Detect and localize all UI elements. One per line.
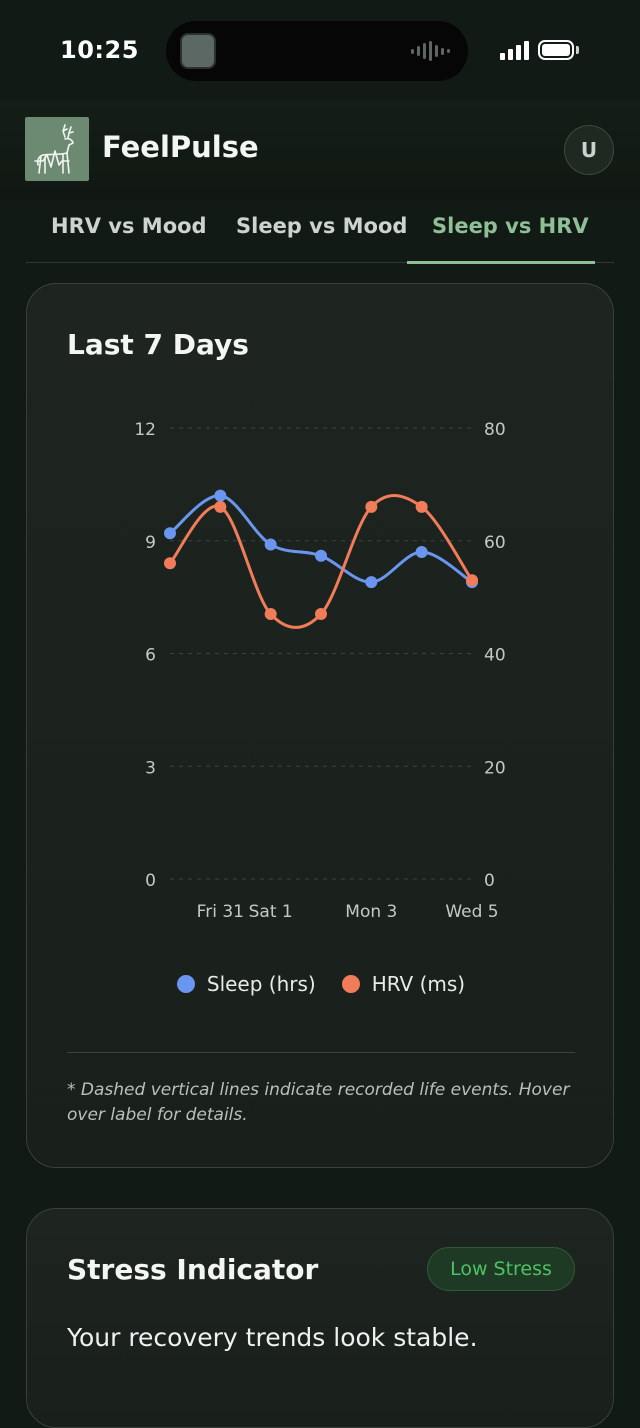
y-right-tick-label: 80	[484, 420, 506, 440]
y-left-tick-label: 6	[145, 646, 156, 666]
user-avatar[interactable]: U	[564, 125, 614, 175]
y-right-tick-label: 60	[484, 533, 506, 553]
audio-waveform-icon	[411, 41, 450, 61]
x-tick-label: Sat 1	[249, 902, 293, 922]
tab-sleep-vs-hrv[interactable]: Sleep vs HRV	[432, 214, 589, 238]
now-playing-thumbnail	[180, 33, 216, 69]
y-left-tick-label: 0	[145, 871, 156, 891]
legend-hrv-dot	[341, 975, 360, 993]
tab-bar: HRV vs Mood Sleep vs Mood Sleep vs HRV	[26, 200, 614, 264]
card-divider	[67, 1052, 575, 1053]
y-right-tick-label: 0	[484, 871, 495, 891]
deer-logo-icon	[25, 117, 89, 181]
data-point-sleep	[415, 546, 428, 559]
data-point-hrv	[214, 500, 227, 513]
data-point-sleep	[164, 527, 176, 540]
x-tick-label: Fri 31	[197, 902, 244, 922]
x-tick-label: Wed 5	[445, 902, 498, 922]
battery-tip	[576, 46, 579, 54]
data-point-hrv	[264, 608, 277, 621]
data-point-sleep	[214, 489, 227, 502]
stress-message: Your recovery trends look stable.	[67, 1323, 478, 1352]
y-left-tick-label: 3	[145, 758, 156, 778]
legend-sleep-dot	[176, 975, 195, 993]
data-point-hrv	[466, 574, 478, 587]
data-point-hrv	[365, 500, 378, 513]
data-point-hrv	[415, 500, 428, 513]
status-time: 10:25	[60, 36, 139, 64]
chart-legend: Sleep (hrs) HRV (ms)	[27, 972, 615, 996]
x-tick-label: Mon 3	[345, 902, 397, 922]
dynamic-island[interactable]	[166, 21, 468, 81]
y-left-tick-label: 9	[145, 533, 156, 553]
app-name: FeelPulse	[102, 130, 259, 164]
legend-sleep-label: Sleep (hrs)	[206, 972, 316, 996]
status-bar: 10:25	[0, 0, 640, 100]
data-point-sleep	[365, 576, 378, 589]
cellular-signal-icon	[500, 40, 529, 60]
legend-hrv-label: HRV (ms)	[371, 972, 466, 996]
stress-card: Stress Indicator Low Stress Your recover…	[26, 1208, 614, 1428]
legend-item-hrv[interactable]: HRV (ms)	[341, 972, 466, 996]
tab-sleep-vs-mood[interactable]: Sleep vs Mood	[236, 214, 408, 238]
chart-card: Last 7 Days 0 3 6 9 12 0 20 40 60 80 Fri 31 Sat 1 Mo…	[26, 283, 614, 1168]
sleep-hrv-chart[interactable]: 0 3 6 9 12 0 20 40 60 80 Fri 31 Sat 1 Mon 3 Wed 5	[27, 284, 615, 964]
data-point-hrv	[164, 557, 176, 570]
stress-status-badge: Low Stress	[427, 1247, 575, 1291]
data-point-sleep	[264, 538, 277, 551]
chart-card-title: Last 7 Days	[67, 328, 249, 361]
data-point-sleep	[315, 549, 327, 562]
battery-icon	[538, 40, 574, 60]
data-point-hrv	[315, 608, 327, 621]
legend-item-sleep[interactable]: Sleep (hrs)	[176, 972, 316, 996]
app-header: FeelPulse U	[0, 100, 640, 200]
stress-card-title: Stress Indicator	[67, 1253, 319, 1286]
chart-footnote: * Dashed vertical lines indicate recorde…	[67, 1080, 570, 1125]
y-left-tick-label: 12	[134, 420, 156, 440]
y-right-tick-label: 20	[484, 758, 506, 778]
active-tab-indicator	[407, 261, 595, 264]
tab-hrv-vs-mood[interactable]: HRV vs Mood	[51, 214, 207, 238]
y-right-tick-label: 40	[484, 646, 506, 666]
